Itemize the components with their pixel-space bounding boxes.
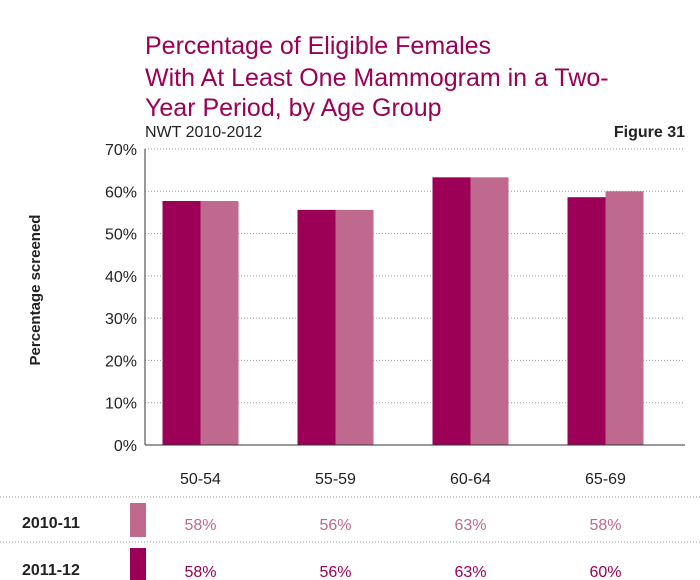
y-tick-label: 30% [105, 311, 137, 328]
table-cell: 58% [589, 517, 621, 534]
bar [567, 197, 606, 445]
x-tick-label: 50-54 [180, 471, 221, 488]
bar [335, 209, 374, 445]
subtitle: NWT 2010-2012 [145, 124, 262, 141]
table-row-label: 2010-11 [22, 515, 80, 532]
chart-title-line: Year Period, by Age Group [145, 94, 442, 122]
x-tick-label: 65-69 [585, 471, 626, 488]
y-tick-label: 0% [114, 438, 137, 455]
table-cell: 56% [319, 564, 351, 580]
table-cell: 58% [184, 564, 216, 580]
table-cell: 56% [319, 517, 351, 534]
table-cell: 63% [454, 517, 486, 534]
legend-swatch [130, 503, 146, 537]
bar [162, 201, 201, 445]
bar [200, 201, 239, 445]
bar [297, 209, 336, 445]
table-cell: 58% [184, 517, 216, 534]
y-axis-label: Percentage screened [27, 215, 44, 366]
y-tick-label: 60% [105, 184, 137, 201]
x-tick-label: 55-59 [315, 471, 356, 488]
table-cell: 60% [589, 564, 621, 580]
figure-label: Figure 31 [614, 124, 685, 141]
table-cell: 63% [454, 564, 486, 580]
x-tick-label: 60-64 [450, 471, 491, 488]
bar [605, 191, 644, 445]
chart-title-line: With At Least One Mammogram in a Two- [145, 64, 609, 92]
y-tick-label: 70% [105, 142, 137, 159]
y-tick-label: 40% [105, 269, 137, 286]
bar [432, 177, 471, 445]
y-tick-label: 20% [105, 353, 137, 370]
table-row-label: 2011-12 [22, 562, 80, 579]
bar [470, 177, 509, 445]
y-tick-label: 50% [105, 227, 137, 244]
y-tick-label: 10% [105, 396, 137, 413]
legend-swatch [130, 548, 146, 580]
chart-title-line: Percentage of Eligible Females [145, 32, 491, 60]
